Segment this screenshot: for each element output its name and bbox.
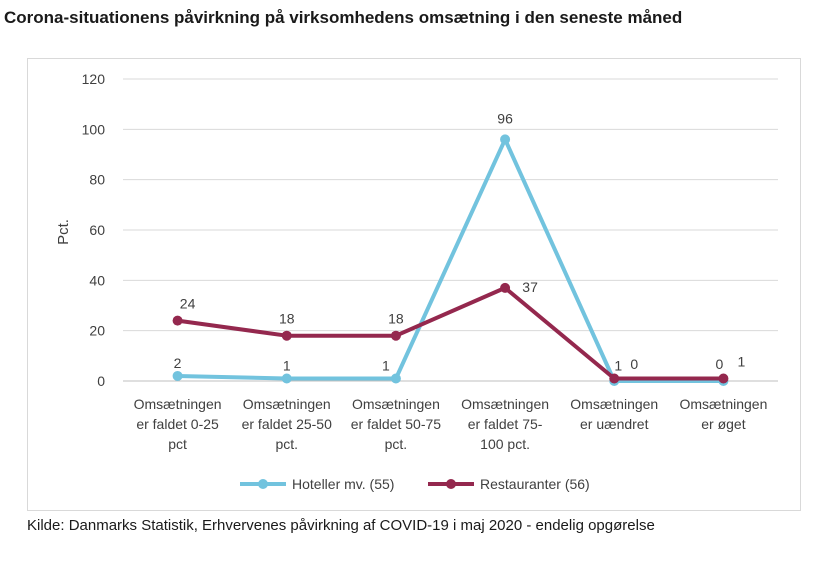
data-point (390, 373, 401, 384)
legend: Hoteller mv. (55) Restauranter (56) (240, 476, 590, 492)
data-label: 1 (382, 357, 390, 373)
data-label: 0 (716, 356, 724, 372)
data-point (281, 373, 292, 384)
x-tick-label: Omsætningen er faldet 50-75 pct. (351, 396, 441, 452)
source-note: Kilde: Danmarks Statistik, Erhvervenes p… (27, 517, 655, 534)
x-tick-label: Omsætningen er øget (679, 396, 767, 432)
data-label: 0 (630, 356, 638, 372)
x-tick-label: Omsætningen er uændret (570, 396, 658, 432)
data-point (500, 134, 511, 145)
data-label: 18 (279, 311, 295, 327)
data-label: 96 (497, 110, 513, 126)
y-tick-label: 40 (89, 272, 105, 288)
legend-label: Restauranter (56) (480, 476, 590, 492)
data-labels: 2 1 1 96 0 0 24 18 18 37 1 1 (174, 110, 746, 373)
gridlines (123, 78, 778, 382)
series-line (177, 137, 724, 383)
data-label: 1 (738, 353, 746, 369)
y-tick-label: 120 (82, 71, 106, 87)
data-label: 18 (388, 311, 404, 327)
chart-frame: 0 20 40 60 80 100 120 Pct. Omsætningen er falde… (27, 58, 801, 511)
y-tick-label: 60 (89, 222, 105, 238)
x-tick-label: Omsætningen er faldet 0-25 pct (134, 396, 222, 452)
data-point (281, 330, 292, 341)
legend-label: Hoteller mv. (55) (292, 476, 394, 492)
series-line (177, 285, 724, 381)
data-point (172, 315, 183, 326)
x-axis-ticks: Omsætningen er faldet 0-25 pct Omsætningen e… (134, 396, 768, 452)
y-tick-label: 0 (97, 373, 105, 389)
data-label: 1 (283, 357, 291, 373)
data-point (172, 370, 183, 381)
chart-title: Corona-situationens påvirkning på virkso… (4, 8, 683, 27)
data-label: 2 (174, 355, 182, 371)
y-axis-label: Pct. (55, 219, 72, 245)
y-tick-label: 80 (89, 172, 105, 188)
x-tick-label: Omsætningen er faldet 25-50 pct. (242, 396, 332, 452)
data-label: 24 (180, 296, 196, 312)
data-label: 1 (614, 357, 622, 373)
y-axis-ticks: 0 20 40 60 80 100 120 (82, 71, 106, 389)
data-point (390, 330, 401, 341)
data-label: 37 (522, 279, 538, 295)
x-tick-label: Omsætningen er faldet 75-100 pct. (461, 396, 549, 452)
y-tick-label: 100 (82, 121, 106, 137)
series-lines (172, 134, 729, 386)
data-point (718, 373, 729, 384)
data-point (500, 282, 511, 293)
y-tick-label: 20 (89, 323, 105, 339)
legend-marker (446, 479, 456, 489)
legend-marker (258, 479, 268, 489)
data-point (609, 373, 620, 384)
